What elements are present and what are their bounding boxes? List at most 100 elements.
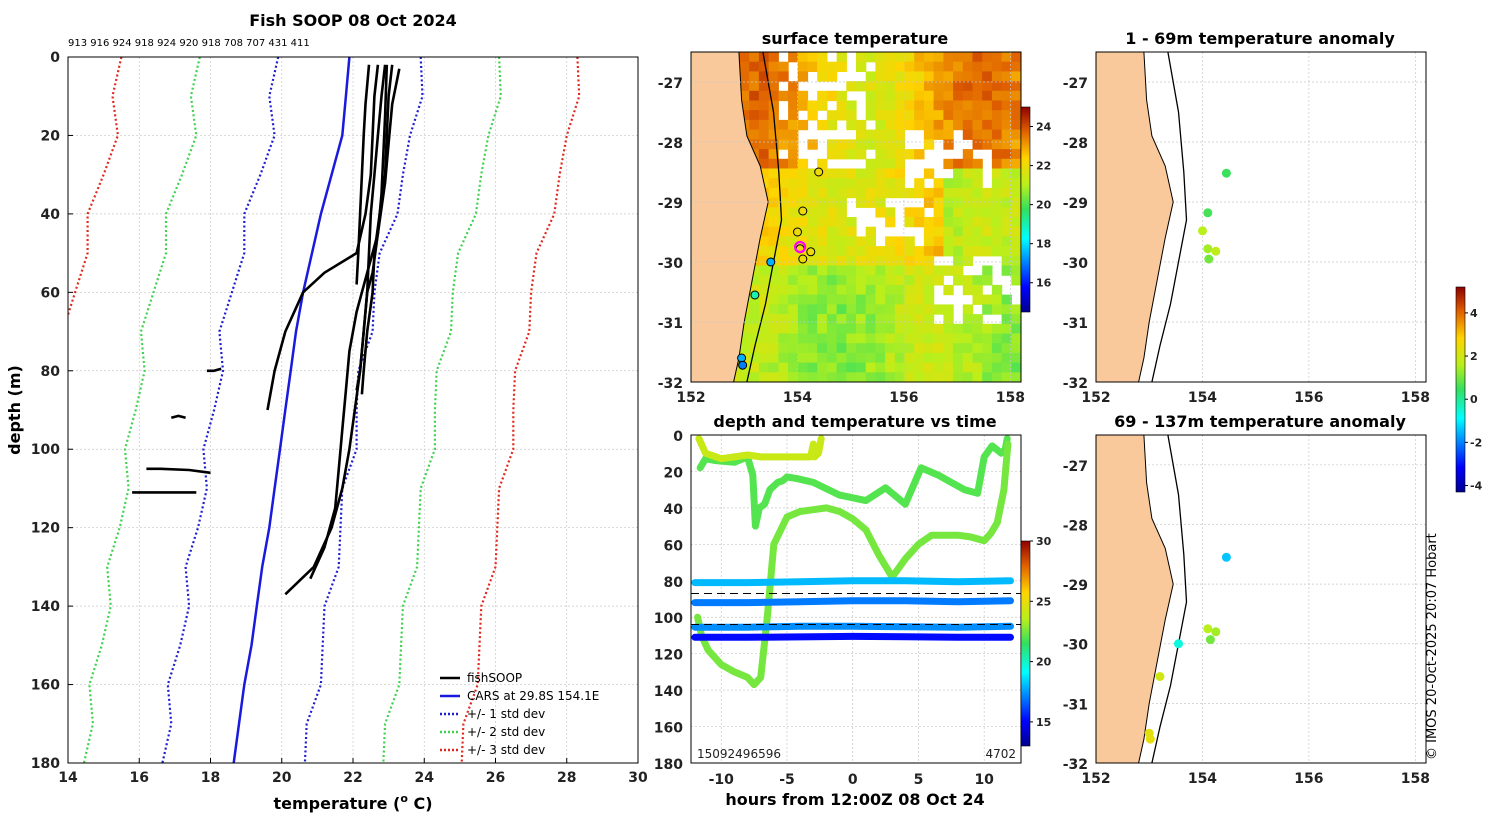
sst-cell [817, 255, 828, 267]
sst-cell [788, 207, 799, 218]
x-tick-label: 18 [201, 770, 220, 786]
y-tick-label: 60 [41, 285, 61, 301]
sst-cell [953, 217, 964, 228]
sst-cell [1011, 226, 1021, 237]
sst-station-marker [766, 257, 776, 267]
x-tick-label: 156 [1294, 390, 1323, 406]
sst-cell [885, 217, 896, 228]
sst-cell [875, 304, 886, 315]
sst-cell [904, 81, 915, 92]
sst-cell [923, 129, 935, 140]
y-tick-label: 20 [41, 128, 61, 144]
soop-profile-line [266, 64, 380, 411]
sst-cell [846, 100, 857, 111]
sst-cell [856, 255, 867, 267]
sst-cell [1011, 255, 1021, 267]
sst-cell [768, 362, 779, 373]
time-series [691, 435, 1021, 689]
y-tick-label: 120 [31, 521, 60, 537]
sst-cell [991, 343, 1003, 354]
sst-cell [914, 352, 925, 364]
legend-label: +/- 1 std dev [467, 707, 545, 721]
sst-cell [1011, 372, 1021, 382]
cars-line [232, 57, 351, 763]
sst-cell [1011, 187, 1021, 199]
sst-cell [758, 314, 770, 325]
sst-cell [797, 352, 809, 364]
sst-cell [943, 100, 954, 111]
anomaly-point [1203, 208, 1213, 218]
sst-cell [749, 333, 760, 344]
sst-cell [875, 352, 886, 364]
y-tick-label: 160 [654, 721, 683, 737]
sst-cell [788, 236, 799, 247]
sst-cell [894, 323, 906, 335]
sst-cell [991, 110, 1003, 121]
sst-cell [778, 61, 789, 72]
sst-cell [982, 304, 993, 315]
sst-cell [856, 246, 867, 257]
time-colorbar [1020, 540, 1031, 747]
sst-cell [797, 304, 809, 315]
sst-cell [768, 217, 779, 228]
sst-cell [1001, 246, 1012, 257]
time-corner-right: 4702 [985, 747, 1016, 761]
sst-cell [904, 352, 915, 364]
anomaly-colorbar [1455, 286, 1466, 493]
sst-cell [943, 207, 954, 218]
sst-cell [914, 90, 925, 102]
sst-cell [768, 61, 779, 72]
soop-profile-line [170, 414, 186, 420]
sst-cell [1001, 61, 1012, 72]
soop-profile-line [309, 68, 401, 580]
sst-cell [856, 61, 867, 72]
sst-cell [758, 352, 770, 364]
land-mass [1096, 435, 1174, 763]
sst-cell [1011, 158, 1021, 170]
x-tick-label: -5 [779, 772, 795, 788]
sst-cell [953, 61, 964, 72]
sst-cell [846, 246, 857, 257]
sst-cell [758, 284, 770, 296]
sst-cell [953, 255, 964, 267]
sst-cell [904, 90, 915, 102]
anomaly-point [1203, 244, 1213, 254]
sst-cell [1001, 352, 1012, 364]
sst-cell [885, 304, 896, 315]
sst-cell [758, 139, 770, 150]
sst-cell [933, 207, 944, 218]
sst-cell [758, 90, 770, 102]
x-tick-label: 24 [415, 770, 435, 786]
sst-cell [885, 343, 896, 354]
sst-cell [817, 246, 828, 257]
sst-cell [768, 81, 779, 92]
sst-cell [933, 110, 944, 121]
y-tick-label: 140 [31, 599, 60, 615]
sst-cell [797, 284, 809, 296]
sst-cell [797, 52, 809, 63]
sst-cell [797, 362, 809, 373]
sst-cell [972, 168, 983, 179]
sst-cell [894, 352, 906, 364]
sst-cell [865, 362, 876, 373]
sst-cell [894, 139, 906, 150]
sst-cell [991, 217, 1003, 228]
y-tick-label: 80 [664, 575, 684, 591]
sst-cell [875, 187, 886, 199]
sst-cell [894, 90, 906, 102]
sst-cell [856, 294, 867, 305]
sst-cell [953, 158, 964, 170]
sst-cell [904, 110, 915, 121]
sst-cell [943, 178, 954, 189]
sst-cell [797, 294, 809, 305]
sst-cell [933, 352, 944, 364]
sst-cell [943, 246, 954, 257]
sst-cell [788, 149, 799, 160]
sst-cell [826, 178, 838, 189]
y-tick-label: -30 [1063, 256, 1089, 272]
sst-cell [846, 178, 857, 189]
sst-cell [826, 314, 838, 325]
sst-cell [836, 323, 847, 335]
sst-cell [846, 149, 857, 160]
